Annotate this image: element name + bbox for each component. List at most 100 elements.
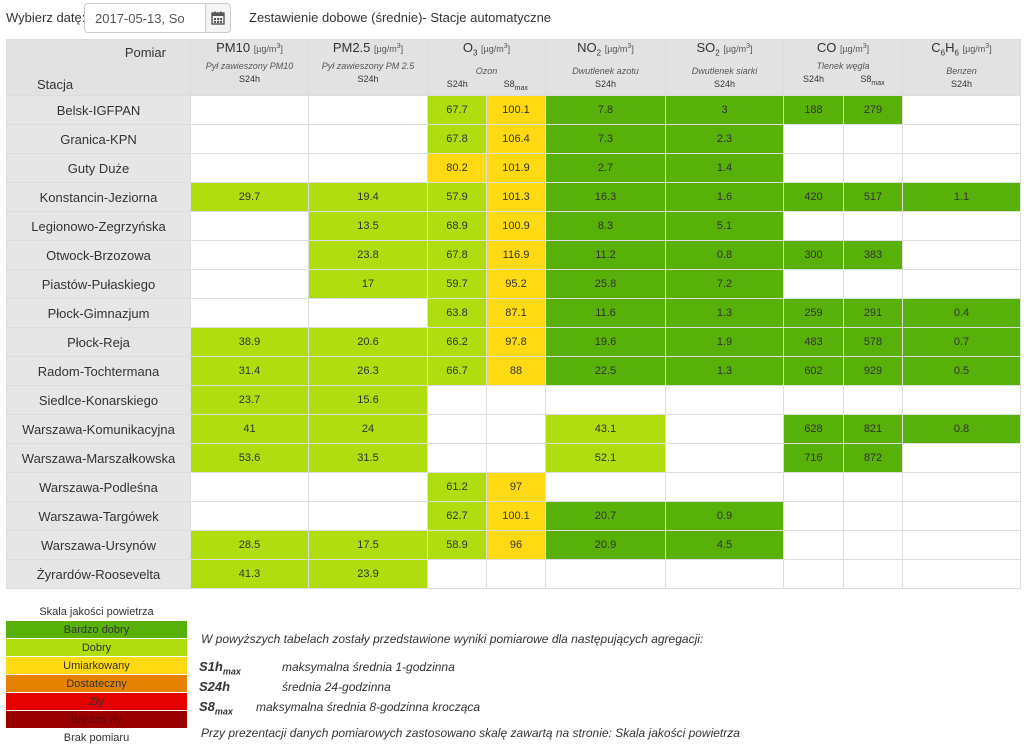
- station-name: Guty Duże: [6, 153, 191, 183]
- measurement-value: [783, 530, 844, 560]
- header-corner: Pomiar Stacja: [6, 39, 191, 96]
- measurement-value: [665, 443, 784, 473]
- param-symbol: PM10: [216, 40, 251, 55]
- measurement-value: [902, 443, 1021, 473]
- param-unit: [µg/m3]: [723, 43, 752, 54]
- measurement-value: 23.7: [190, 385, 309, 415]
- measurement-value: [545, 385, 666, 415]
- measurement-value: 116.9: [486, 240, 546, 270]
- param-name: CO [µg/m3]: [784, 40, 902, 56]
- aggregation-labels: S24h: [666, 79, 783, 89]
- unit-sup: 3: [396, 43, 401, 50]
- measurement-value: [486, 559, 546, 589]
- unit-text: [µg/m: [374, 44, 397, 54]
- date-input[interactable]: [84, 3, 206, 33]
- measurement-value: 483: [783, 327, 844, 357]
- unit-sup: 3: [503, 43, 508, 50]
- measurement-value: [486, 414, 546, 444]
- measurement-value: 188: [783, 95, 844, 125]
- table-row: Legionowo-Zegrzyńska 13.5 68.9 100.9 8.3 5.1: [6, 211, 1021, 241]
- pomiar-label: Pomiar: [124, 45, 166, 60]
- param-symbol: PM2.5: [332, 40, 371, 55]
- legend-item: Brak pomiaru: [6, 729, 187, 747]
- measurement-value: 13.5: [308, 211, 428, 241]
- measurement-value: 80.2: [427, 153, 487, 183]
- measurement-value: 87.1: [486, 298, 546, 328]
- aggregation-description: maksymalna średnia 1-godzinna: [282, 660, 455, 674]
- param-name: NO2 [µg/m3]: [546, 40, 665, 61]
- measurement-value: 88: [486, 356, 546, 386]
- unit-text: [µg/m: [723, 44, 747, 54]
- station-name: Warszawa-Marszałkowska: [6, 443, 191, 473]
- table-row: Warszawa-Podleśna 61.2 97: [6, 472, 1021, 502]
- measurement-value: [843, 472, 903, 502]
- measurement-value: 0.7: [902, 327, 1021, 357]
- measurement-value: [190, 95, 309, 125]
- unit-text: ]: [400, 44, 404, 54]
- header-pm25: PM2.5 [µg/m3] Pył zawieszony PM 2.5 S24h: [308, 39, 428, 96]
- measurement-value: 872: [843, 443, 903, 473]
- measurement-value: 25.8: [545, 269, 666, 299]
- measurement-value: [843, 124, 903, 154]
- measurement-value: [902, 240, 1021, 270]
- station-name: Płock-Reja: [6, 327, 191, 357]
- unit-text: ]: [989, 44, 992, 54]
- measurement-value: 291: [843, 298, 903, 328]
- measurement-value: 95.2: [486, 269, 546, 299]
- measurement-value: 41.3: [190, 559, 309, 589]
- station-name: Belsk-IGFPAN: [6, 95, 191, 125]
- calendar-button[interactable]: [205, 3, 231, 33]
- measurement-value: 38.9: [190, 327, 309, 357]
- measurement-value: [427, 559, 487, 589]
- measurement-value: [308, 298, 428, 328]
- param-description: Ozon: [475, 65, 498, 76]
- param-description: Dwutlenek azotu: [572, 65, 639, 76]
- measurement-value: 29.7: [190, 182, 309, 212]
- measurement-value: [190, 501, 309, 531]
- measurement-value: [783, 501, 844, 531]
- measurement-value: 383: [843, 240, 903, 270]
- measurement-value: 20.9: [545, 530, 666, 560]
- measurement-value: 2.7: [545, 153, 666, 183]
- measurement-value: [665, 559, 784, 589]
- measurement-value: [783, 211, 844, 241]
- measurement-value: 67.7: [427, 95, 487, 125]
- aggregation-label: S24h: [357, 74, 379, 84]
- header-c6h6: C6H6 [µg/m3] Benzen S24h: [902, 39, 1021, 96]
- unit-text: [µg/m: [481, 44, 504, 54]
- measurement-value: 578: [843, 327, 903, 357]
- measurement-value: 19.4: [308, 182, 428, 212]
- measurement-value: 0.9: [665, 501, 784, 531]
- param-description: Pył zawieszony PM10: [205, 61, 294, 71]
- aggregation-label: S8max: [843, 74, 902, 87]
- param-unit: [µg/m3]: [840, 43, 870, 54]
- measurement-value: 279: [843, 95, 903, 125]
- legend-item: Zły: [6, 693, 187, 711]
- measurement-value: 5.1: [665, 211, 784, 241]
- measurement-value: 11.2: [545, 240, 666, 270]
- header-pm10: PM10 [µg/m3] Pył zawieszony PM10 S24h: [190, 39, 309, 96]
- measurement-value: [902, 211, 1021, 241]
- unit-text: ]: [866, 44, 870, 54]
- table-row: Płock-Reja 38.9 20.6 66.2 97.8 19.6 1.9 483 578 0…: [6, 327, 1021, 357]
- measurement-value: [902, 95, 1021, 125]
- measurement-value: [190, 211, 309, 241]
- measurement-value: 0.8: [665, 240, 784, 270]
- param-symbol-sub: 6: [940, 48, 946, 58]
- measurement-value: [843, 501, 903, 531]
- legend-title: Skala jakości powietrza: [39, 606, 154, 618]
- measurement-value: [665, 385, 784, 415]
- unit-text: [µg/m: [604, 44, 628, 54]
- station-name: Warszawa-Targówek: [6, 501, 191, 531]
- toolbar: Wybierz datę: Zestawienie dobowe (średni…: [0, 0, 1024, 36]
- measurement-value: 61.2: [427, 472, 487, 502]
- agg-code-sub: max: [222, 666, 241, 677]
- measurement-value: 100.9: [486, 211, 546, 241]
- measurement-value: 15.6: [308, 385, 428, 415]
- station-name: Konstancin-Jeziorna: [6, 182, 191, 212]
- measurement-value: [783, 385, 844, 415]
- measurement-value: 101.3: [486, 182, 546, 212]
- measurement-value: 41: [190, 414, 309, 444]
- aggregation-label: S24h: [950, 78, 973, 89]
- param-symbol: O: [462, 40, 473, 55]
